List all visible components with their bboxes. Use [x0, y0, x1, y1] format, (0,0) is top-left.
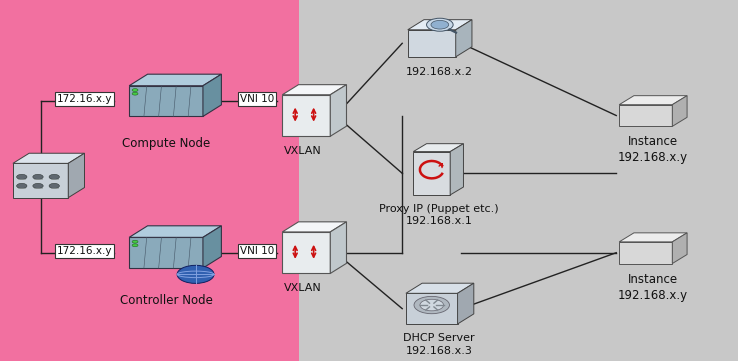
Circle shape [420, 299, 444, 311]
Polygon shape [13, 163, 68, 198]
Text: Proxy IP (Puppet etc.)
192.168.x.1: Proxy IP (Puppet etc.) 192.168.x.1 [379, 204, 499, 226]
Polygon shape [282, 84, 347, 95]
Polygon shape [203, 226, 221, 268]
Circle shape [16, 183, 27, 188]
Polygon shape [619, 242, 672, 264]
Circle shape [132, 88, 138, 92]
Polygon shape [413, 144, 463, 152]
Polygon shape [672, 96, 687, 126]
Polygon shape [458, 283, 474, 324]
Polygon shape [68, 153, 84, 198]
Polygon shape [13, 153, 84, 163]
Polygon shape [413, 152, 450, 195]
Text: VXLAN: VXLAN [283, 283, 322, 293]
Polygon shape [331, 84, 347, 136]
Circle shape [132, 244, 138, 247]
Polygon shape [406, 283, 474, 293]
Text: VXLAN: VXLAN [283, 146, 322, 156]
Polygon shape [406, 293, 458, 324]
Circle shape [431, 20, 449, 29]
Circle shape [49, 174, 59, 179]
Text: VNI 10: VNI 10 [240, 94, 274, 104]
Circle shape [427, 18, 453, 31]
Polygon shape [129, 238, 203, 268]
Text: 172.16.x.y: 172.16.x.y [57, 246, 113, 256]
Polygon shape [203, 74, 221, 116]
Polygon shape [407, 30, 455, 57]
Text: 172.16.x.y: 172.16.x.y [57, 94, 113, 104]
Circle shape [414, 296, 449, 314]
Text: Controller Node: Controller Node [120, 294, 213, 307]
Polygon shape [619, 233, 687, 242]
Polygon shape [129, 86, 203, 116]
Text: VNI 10: VNI 10 [240, 246, 274, 256]
Polygon shape [455, 20, 472, 57]
Text: DHCP Server
192.168.x.3: DHCP Server 192.168.x.3 [403, 333, 475, 356]
Bar [0, 0, 299, 361]
Polygon shape [407, 20, 472, 30]
Circle shape [177, 265, 214, 283]
Circle shape [49, 183, 59, 188]
Circle shape [33, 183, 43, 188]
Polygon shape [129, 226, 221, 238]
Text: Instance
192.168.x.y: Instance 192.168.x.y [618, 135, 689, 164]
Polygon shape [619, 105, 672, 126]
Polygon shape [450, 144, 463, 195]
Bar [299, 0, 738, 361]
Text: 192.168.x.2: 192.168.x.2 [406, 67, 472, 77]
Circle shape [33, 174, 43, 179]
Polygon shape [282, 232, 331, 274]
Circle shape [16, 174, 27, 179]
Text: Compute Node: Compute Node [122, 137, 210, 150]
Circle shape [132, 92, 138, 95]
Polygon shape [619, 96, 687, 105]
Polygon shape [282, 95, 331, 136]
Polygon shape [282, 222, 347, 232]
Text: Instance
192.168.x.y: Instance 192.168.x.y [618, 273, 689, 301]
Circle shape [132, 240, 138, 243]
Polygon shape [129, 74, 221, 86]
Polygon shape [331, 222, 347, 274]
Polygon shape [672, 233, 687, 264]
